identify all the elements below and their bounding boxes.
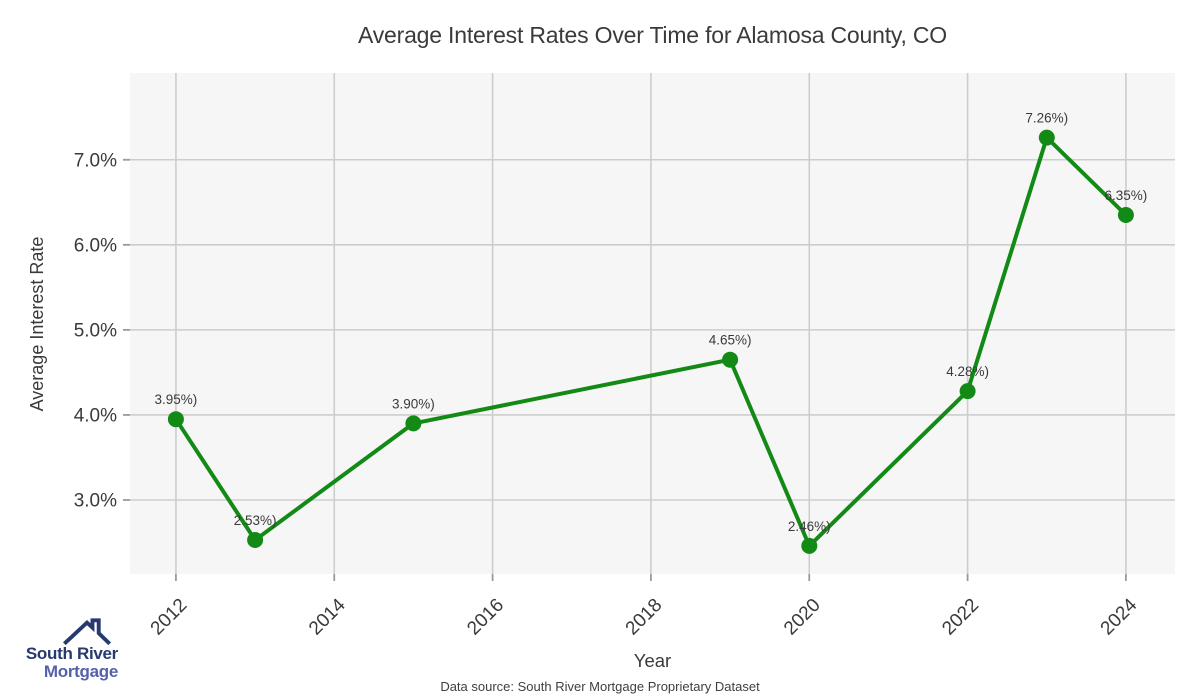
y-axis-title: Average Interest Rate	[27, 236, 47, 412]
data-point-label: 3.90%)	[392, 396, 435, 411]
data-point-label: 2.53%)	[234, 513, 277, 528]
x-axis-title: Year	[633, 650, 672, 671]
x-tick-label: 2022	[938, 595, 983, 640]
data-point-marker	[405, 415, 422, 432]
rate-line	[173, 135, 1128, 548]
chart-title: Average Interest Rates Over Time for Ala…	[358, 22, 947, 48]
plot-background	[130, 73, 1175, 574]
x-tick-label: 2024	[1097, 594, 1142, 639]
data-source-note: Data source: South River Mortgage Propri…	[440, 679, 760, 694]
data-point-marker	[247, 532, 264, 548]
y-tick-label: 7.0%	[74, 150, 117, 171]
y-tick-label: 3.0%	[74, 490, 117, 511]
data-point-marker	[722, 351, 739, 368]
x-tick-label: 2020	[780, 595, 825, 640]
data-point-label: 4.28%)	[946, 364, 989, 379]
y-tick-label: 4.0%	[74, 405, 117, 426]
x-tick-label: 2016	[463, 595, 508, 640]
data-point-label: 7.26%)	[1025, 111, 1068, 126]
house-roof-icon	[63, 618, 112, 646]
data-point-marker	[1038, 129, 1055, 146]
x-tick-label: 2012	[147, 595, 192, 640]
y-tick-label: 6.0%	[74, 235, 117, 256]
x-tick-label: 2018	[622, 595, 667, 640]
data-point-marker	[801, 537, 818, 554]
logo-text-line1: South River	[25, 644, 118, 663]
y-tick-label: 5.0%	[74, 320, 117, 341]
data-point-label: 6.35%)	[1105, 188, 1148, 203]
data-point-label: 3.95%)	[155, 392, 198, 407]
logo-text-line2: Mortgage	[43, 662, 118, 681]
south-river-mortgage-logo: South River Mortgage	[14, 614, 118, 684]
data-point-marker	[167, 411, 184, 428]
data-point-marker	[1117, 207, 1134, 223]
data-point-label: 2.46%)	[788, 519, 831, 534]
x-tick-label: 2014	[305, 594, 350, 639]
data-point-label: 4.65%)	[709, 333, 752, 348]
data-point-marker	[959, 383, 976, 400]
